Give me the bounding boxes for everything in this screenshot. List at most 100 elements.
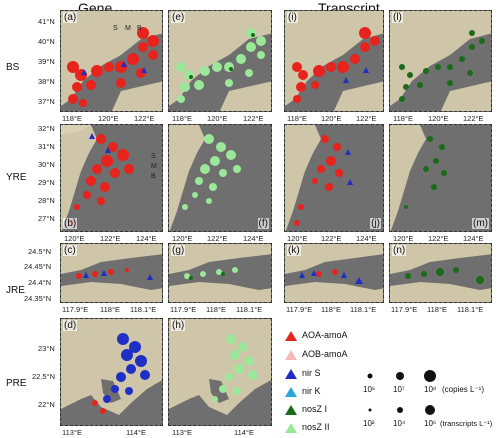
jre-lat-tick: 24.4°N bbox=[28, 278, 52, 287]
yre-lat-tick: 31°N bbox=[38, 142, 55, 151]
legend-aob-label: AOB-amoA bbox=[302, 349, 348, 359]
bs-lon-tick: 120°E bbox=[428, 114, 449, 123]
map-panel-g: (g) bbox=[168, 243, 272, 303]
size-legend-gene-label: 10⁶ bbox=[363, 385, 376, 394]
legend-nirs-symbol bbox=[285, 369, 297, 379]
jre-lon-tick: 117.9°E bbox=[170, 305, 197, 314]
panel-label-a: (a) bbox=[63, 12, 78, 23]
row-label-jre: JRE bbox=[6, 285, 25, 296]
size-legend-gene-unit: (copies L⁻¹) bbox=[442, 385, 485, 394]
panel-label-k: (k) bbox=[287, 245, 301, 256]
size-legend-transcript-label: 10⁴ bbox=[393, 419, 406, 428]
pre-lat-tick: 22.5°N bbox=[32, 372, 56, 381]
yre-lon-tick: 124°E bbox=[463, 234, 484, 243]
map-panel-m: (m) bbox=[389, 124, 492, 232]
size-legend-transcript-dots bbox=[368, 405, 435, 415]
yre-lat-tick: 29°N bbox=[38, 178, 55, 187]
bs-lon-tick: 118°E bbox=[172, 114, 192, 123]
jre-map bbox=[285, 244, 383, 302]
smb-s: S bbox=[113, 25, 118, 32]
pre-map bbox=[61, 319, 162, 415]
yre-lat-tick: 27°N bbox=[38, 214, 55, 223]
panel-label-i: (i) bbox=[287, 12, 298, 23]
bs-map bbox=[390, 11, 491, 111]
jre-lon-tick: 117.9°E bbox=[286, 305, 313, 314]
jre-lon-tick: 118.1°E bbox=[350, 305, 377, 314]
panel-label-m: (m) bbox=[472, 218, 489, 229]
panel-label-f: (f) bbox=[257, 218, 269, 229]
bs-lon-tick: 120°E bbox=[321, 114, 342, 123]
size-legend-gene-dots bbox=[367, 370, 436, 382]
bs-lon-tick: 118°E bbox=[287, 114, 307, 123]
size-legend-gene-label: 10⁸ bbox=[424, 385, 437, 394]
yre-lat-tick: 28°N bbox=[38, 196, 55, 205]
yre-lon-tick: 124°E bbox=[136, 234, 157, 243]
yre-map bbox=[390, 125, 447, 231]
panel-label-b: (b) bbox=[63, 218, 78, 229]
bs-lat-tick: 38°N bbox=[38, 77, 55, 86]
row-label-pre: PRE bbox=[6, 378, 27, 389]
smb-b: B bbox=[151, 173, 156, 180]
legend-nirk-label: nir K bbox=[302, 386, 321, 396]
map-panel-d: (d) bbox=[60, 318, 163, 426]
jre-lat-tick: 24.35°N bbox=[24, 294, 52, 303]
legend-nosz2-symbol bbox=[285, 423, 297, 433]
panel-label-l: (l) bbox=[392, 12, 403, 23]
map-panel-a: (a) S M B bbox=[60, 10, 163, 112]
jre-lon-tick: 118°E bbox=[206, 305, 226, 314]
smb-m: M bbox=[125, 25, 131, 32]
panel-label-g: (g) bbox=[171, 245, 186, 256]
yre-lat-tick: 30°N bbox=[38, 160, 55, 169]
legend-aoa-label: AOA-amoA bbox=[302, 330, 348, 340]
yre-map bbox=[169, 125, 241, 231]
jre-lon-tick: 117.9°E bbox=[62, 305, 89, 314]
size-legend-gene-label: 10⁷ bbox=[393, 385, 405, 394]
jre-lon-tick: 117.9°E bbox=[391, 305, 418, 314]
pre-lat-tick: 23°N bbox=[38, 344, 55, 353]
yre-lon-tick: 120°E bbox=[393, 234, 414, 243]
smb-s: S bbox=[151, 153, 156, 160]
bs-lon-tick: 118°E bbox=[62, 114, 82, 123]
bs-lat-tick: 37°N bbox=[38, 97, 55, 106]
legend-nosz1-label: nosZ I bbox=[302, 404, 328, 414]
row-label-yre: YRE bbox=[6, 172, 27, 183]
map-panel-k: (k) bbox=[284, 243, 384, 303]
yre-map bbox=[285, 125, 353, 231]
bs-map bbox=[285, 11, 383, 111]
pre-lon-tick: 113°E bbox=[172, 428, 192, 437]
legend-aoa-symbol bbox=[285, 331, 297, 341]
map-panel-i: (i) bbox=[284, 10, 384, 112]
jre-lon-tick: 118°E bbox=[321, 305, 341, 314]
legend-nirs-label: nir S bbox=[302, 368, 321, 378]
legend-nosz2-label: nosZ II bbox=[302, 422, 330, 432]
yre-lon-tick: 122°E bbox=[207, 234, 228, 243]
map-panel-h: (h) bbox=[168, 318, 272, 426]
panel-label-d: (d) bbox=[63, 320, 78, 331]
yre-lon-tick: 124°E bbox=[356, 234, 377, 243]
jre-lat-tick: 24.5°N bbox=[28, 247, 52, 256]
panel-label-n: (n) bbox=[392, 245, 407, 256]
panel-label-j: (j) bbox=[370, 218, 381, 229]
bs-map bbox=[169, 11, 271, 111]
bs-lat-tick: 39°N bbox=[38, 57, 55, 66]
map-panel-l: (l) bbox=[389, 10, 492, 112]
panel-label-e: (e) bbox=[171, 12, 186, 23]
yre-lon-tick: 124°E bbox=[243, 234, 264, 243]
jre-map bbox=[390, 244, 491, 302]
bs-lat-tick: 40°N bbox=[38, 37, 55, 46]
bs-lon-tick: 118°E bbox=[393, 114, 413, 123]
map-panel-n: (n) bbox=[389, 243, 492, 303]
pre-lon-tick: 113°E bbox=[62, 428, 82, 437]
map-panel-c: (c) bbox=[60, 243, 163, 303]
jre-lat-tick: 24.45°N bbox=[24, 262, 52, 271]
jre-lon-tick: 118.1°E bbox=[130, 305, 157, 314]
yre-lon-tick: 122°E bbox=[321, 234, 342, 243]
size-legend-transcript-unit: (transcripts L⁻¹) bbox=[440, 419, 493, 428]
pre-map bbox=[169, 319, 271, 415]
bs-map bbox=[61, 11, 162, 111]
yre-map bbox=[61, 125, 134, 231]
bs-lon-tick: 120°E bbox=[98, 114, 119, 123]
jre-lon-tick: 118°E bbox=[100, 305, 120, 314]
jre-lon-tick: 118.1°E bbox=[236, 305, 263, 314]
yre-lat-tick: 32°N bbox=[38, 124, 55, 133]
